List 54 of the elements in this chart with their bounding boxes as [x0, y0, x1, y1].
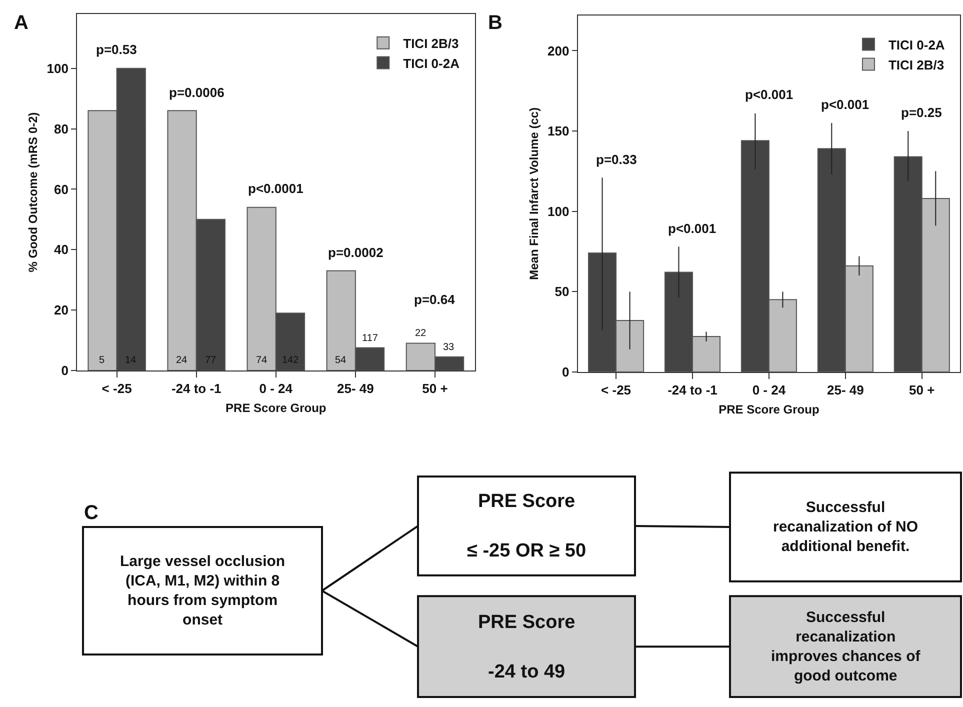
- y-tick-label: 50: [554, 284, 570, 300]
- y-axis-title: % Good Outcome (mRS 0-2): [26, 112, 40, 272]
- annotation: p=0.64: [414, 292, 456, 307]
- annotation: p=0.33: [596, 152, 637, 167]
- y-tick-label: 100: [547, 204, 570, 219]
- y-tick-label: 80: [54, 121, 68, 136]
- y-axis-title: Mean Final Infarct Volume (cc): [526, 107, 541, 280]
- x-tick-label: 0 - 24: [752, 382, 786, 398]
- text: Large vessel occlusion (ICA, M1, M2) within 8 hours from symptom onset: [120, 553, 286, 628]
- y-tick-label: 0: [562, 364, 570, 380]
- legend-label: TICI 2B/3: [403, 36, 459, 51]
- annotation: p=0.53: [96, 42, 137, 57]
- x-tick-label: 25- 49: [826, 382, 864, 398]
- x-tick-label: 25- 49: [337, 381, 374, 396]
- annotation: p<0.001: [668, 221, 716, 236]
- chart-title: A: [14, 12, 28, 34]
- x-tick-label: 50 +: [422, 381, 448, 396]
- text: PRE Score ≤ -25 OR ≥ 50: [467, 491, 586, 562]
- y-tick-label: 0: [61, 363, 68, 378]
- text: PRE Score -24 to 49: [478, 612, 576, 682]
- annotation: 5: [99, 355, 105, 366]
- annotation: p=0.0002: [328, 245, 384, 260]
- legend-label: TICI 2B/3: [888, 57, 944, 72]
- y-tick-label: 40: [54, 242, 68, 258]
- text: Successful recanalization of NO additional benefit.: [773, 499, 918, 555]
- annotation: 33: [443, 342, 455, 353]
- annotation: p<0.001: [745, 87, 794, 102]
- x-tick-label: 0 - 24: [259, 381, 294, 396]
- legend-label: TICI 0-2A: [888, 37, 946, 52]
- x-tick-label: < -25: [102, 381, 132, 396]
- y-tick-label: 150: [547, 124, 570, 139]
- annotation: 54: [335, 355, 347, 366]
- x-tick-label: 50 +: [909, 382, 936, 398]
- x-tick-label: -24 to -1: [668, 382, 718, 398]
- y-tick-label: 20: [54, 302, 68, 318]
- y-tick-label: 200: [547, 43, 570, 58]
- annotation: 74: [256, 355, 268, 366]
- x-tick-label: -24 to -1: [171, 381, 222, 396]
- x-axis-title: PRE Score Group: [718, 402, 820, 416]
- annotation: 24: [176, 355, 188, 366]
- chart-title: B: [488, 12, 502, 34]
- annotation: p<0.0001: [248, 181, 304, 196]
- legend-label: TICI 0-2A: [403, 56, 460, 71]
- annotation: p<0.001: [821, 97, 870, 112]
- annotation: p=0.25: [901, 105, 942, 120]
- text: Successful recanalization improves chances of good outcome: [771, 609, 922, 684]
- annotation: 22: [415, 328, 427, 339]
- x-axis-title: PRE Score Group: [226, 400, 326, 415]
- y-tick-label: 60: [54, 182, 68, 197]
- x-tick-label: < -25: [601, 382, 632, 398]
- annotation: 117: [362, 333, 378, 344]
- text: C: [84, 502, 98, 524]
- y-tick-label: 100: [46, 60, 68, 76]
- annotation: p=0.0006: [169, 85, 224, 100]
